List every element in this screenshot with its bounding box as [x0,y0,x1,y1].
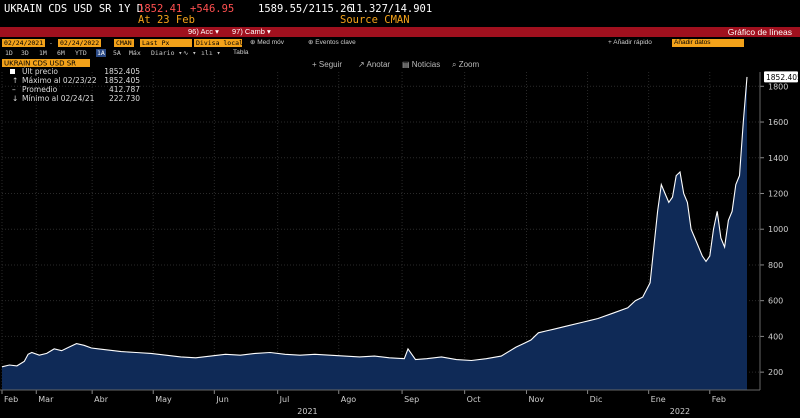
timestamp: At 23 Feb [138,14,195,26]
function-bar: 96) Acc ▾ 97) Camb ▾ Gráfico de líneas [0,27,800,37]
x-tick-label: Mar [38,395,54,404]
price-change: +546.95 [190,3,235,15]
legend-value-3: 222.730 [109,94,140,103]
chart-tools: + Seguir ↗ Anotar ▤ Noticias ⌕ Zoom [312,60,479,69]
x-tick-label: May [155,395,172,404]
series-area [2,76,747,391]
last-price-label: 1852.405 [766,73,800,82]
tabla-button[interactable]: Tabla [233,49,249,56]
x-tick-label: Dic [590,395,603,404]
chart-type-title: Gráfico de líneas [727,27,792,37]
cds-chart[interactable]: 200 400 600 800 1000 1200 1400 1600 1800 Feb Mar A… [0,58,800,418]
y-tick-label: 800 [768,261,783,270]
x-tick-label: Jun [215,395,229,404]
legend-marker-2: – [12,85,16,94]
bars-icon[interactable]: ılı ▾ [201,49,221,57]
zoom-tool[interactable]: ⌕ Zoom [452,60,479,69]
x-tick-label: Ago [341,395,357,404]
anadir-datos-field[interactable]: Añadir datos [672,39,744,47]
camb-button[interactable]: 97) Camb ▾ [232,27,271,36]
noticias-tool[interactable]: ▤ Noticias [402,60,440,69]
year-label: 2021 [297,407,317,416]
med-mov-toggle[interactable]: ⊕ Med móv [250,39,284,46]
eventos-toggle[interactable]: ⊕ Eventos clave [308,39,356,46]
y-tick-label: 1800 [768,82,788,91]
x-tick-label: Jul [279,395,290,404]
legend-value-2: 412.787 [109,85,140,94]
x-tick-label: Sep [404,395,419,404]
last-price-badge: 1852.405 [764,71,800,83]
grid [1,72,760,390]
currency-field[interactable]: Divisa local [194,39,243,47]
anotar-tool[interactable]: ↗ Anotar [358,60,390,69]
legend-label-1: Máximo al 02/23/22 [22,76,97,85]
line-style-icon[interactable]: ∿ ▾ [183,49,197,57]
x-tick-label: Feb [712,395,726,404]
spread: 11.327/14.901 [350,3,433,15]
legend-series-badge [2,59,90,67]
y-tick-label: 1600 [768,118,788,127]
source-field[interactable]: CMAN [114,39,134,47]
quote-header: UKRAIN CDS USD SR 1Y D 1852.41 +546.95 1… [0,0,800,27]
year-label: 2022 [670,407,690,416]
y-tick-label: 1000 [768,225,788,234]
period-3d[interactable]: 3D [21,49,29,57]
x-tick-label: Nov [528,395,544,404]
legend-marker-1: ↑ [12,76,18,85]
x-axis: Feb Mar Abr May Jun Jul Ago Sep Oct Nov Dic Ene Feb 2… [0,389,760,416]
x-tick-label: Feb [4,395,18,404]
source: Source CMAN [340,14,410,26]
period-ytd[interactable]: YTD [75,49,87,57]
x-tick-label: Oct [467,395,481,404]
x-tick-label: Abr [94,395,109,404]
legend: UKRAIN CDS USD SR Últ precio 1852.405 ↑ … [2,59,140,103]
date-to-field[interactable]: 02/24/2022 [58,39,102,47]
legend-value-1: 1852.405 [104,76,140,85]
security-name: UKRAIN CDS USD SR 1Y D [4,3,144,15]
y-tick-label: 1400 [768,154,788,163]
legend-label-3: Mínimo al 02/24/21 [22,94,95,103]
legend-swatch [10,69,15,74]
legend-value-0: 1852.405 [104,67,140,76]
period-row: 1D 3D 1M 6M YTD 1A 5A Máx Diario ▾ ∿ ▾ ı… [0,49,800,57]
acc-button[interactable]: 96) Acc ▾ [188,27,219,36]
y-tick-label: 400 [768,332,783,341]
date-from-field[interactable]: 02/24/2021 [2,39,46,47]
legend-label-2: Promedio [22,85,58,94]
settings-row: 02/24/2021 - 02/24/2022 CMAN Last Px Div… [0,38,800,48]
frequency-select[interactable]: Diario ▾ [151,49,183,57]
x-tick-label: Ene [651,395,666,404]
period-5a[interactable]: 5A [113,49,121,57]
legend-marker-3: ↓ [12,94,18,103]
y-tick-label: 600 [768,297,783,306]
anadir-rapido-button[interactable]: + Añadir rápido [608,39,652,46]
last-price: 1852.41 [138,3,183,15]
y-tick-label: 1200 [768,189,788,198]
period-6m[interactable]: 6M [57,49,65,57]
period-1a[interactable]: 1A [96,49,106,57]
series-line [1,76,748,368]
period-1d[interactable]: 1D [5,49,13,57]
seguir-tool[interactable]: + Seguir [312,60,342,69]
last-price-box [764,71,798,83]
price-range: 1589.55/2115.26 [258,3,353,15]
y-axis: 200 400 600 800 1000 1200 1400 1600 1800 [759,72,788,390]
legend-series: UKRAIN CDS USD SR [4,60,76,68]
y-tick-label: 200 [768,368,783,377]
legend-label-0: Últ precio [22,67,58,76]
period-max[interactable]: Máx [129,49,141,57]
period-1m[interactable]: 1M [39,49,47,57]
price-field[interactable]: Last Px [140,39,192,47]
